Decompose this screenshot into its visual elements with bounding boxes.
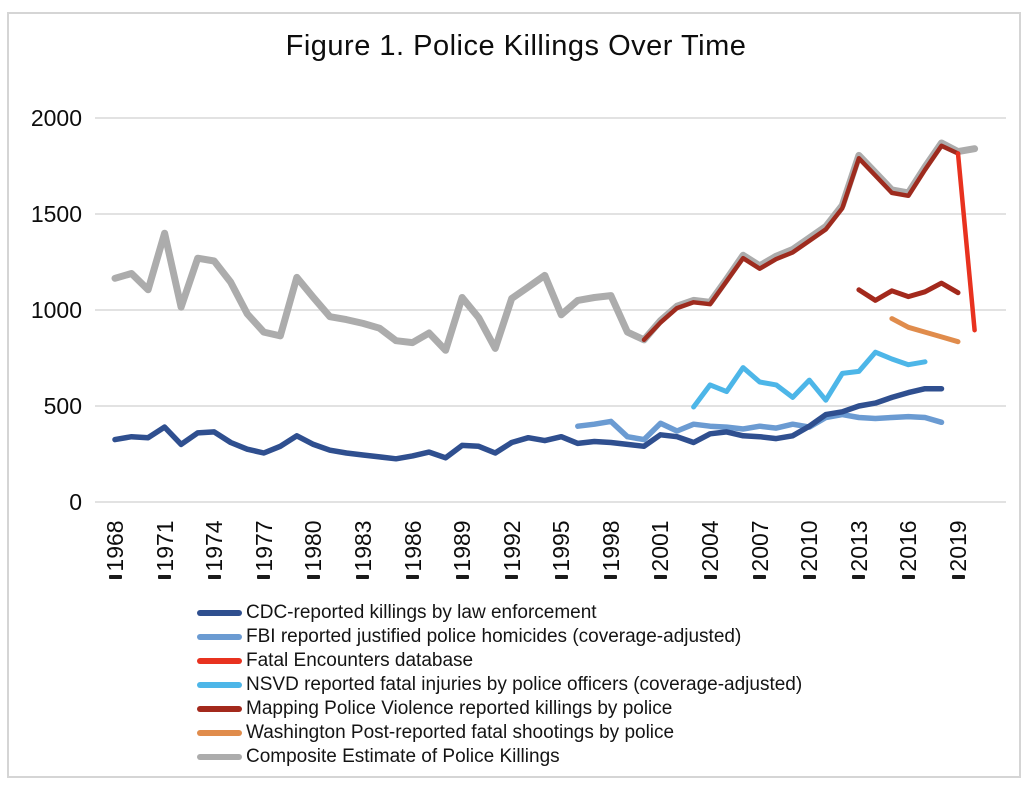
x-axis-tick-mark (703, 575, 717, 579)
legend-label: Washington Post-reported fatal shootings… (246, 722, 675, 743)
series-line-2-main (641, 143, 961, 343)
x-axis-tick-mark (306, 575, 320, 579)
x-axis-tick-label: 1989 (449, 520, 476, 572)
y-axis-tick-label: 1500 (30, 201, 82, 227)
legend-label: NSVD reported fatal injuries by police o… (246, 674, 803, 695)
series-line-1 (575, 411, 945, 443)
x-axis-tick-label: 2019 (945, 520, 972, 572)
legend-item: NSVD reported fatal injuries by police o… (197, 673, 802, 697)
x-axis-tick-mark (951, 575, 965, 579)
legend-swatch (197, 730, 242, 736)
x-axis-tick-mark (158, 575, 172, 579)
series-line-4 (856, 280, 961, 303)
y-axis-tick-label: 500 (43, 393, 82, 419)
x-axis-tick-label: 1974 (201, 520, 228, 572)
legend: CDC-reported killings by law enforcement… (197, 601, 802, 769)
x-axis-tick-label: 1992 (498, 520, 525, 572)
chart-frame (7, 12, 1021, 778)
series-line-6 (111, 139, 979, 354)
legend-item: FBI reported justified police homicides … (197, 625, 802, 649)
legend-swatch (197, 658, 242, 664)
x-axis-tick-label: 2016 (895, 520, 922, 572)
y-axis-tick-label: 0 (69, 489, 82, 515)
x-axis-tick-label: 1968 (102, 520, 128, 572)
series-line-2-tail (955, 151, 977, 333)
x-axis-tick-label: 1998 (597, 520, 624, 572)
x-axis-tick-mark (505, 575, 519, 579)
legend-label: FBI reported justified police homicides … (246, 626, 742, 647)
legend-item: CDC-reported killings by law enforcement (197, 601, 802, 625)
legend-swatch (197, 706, 242, 712)
x-axis-tick-mark (455, 575, 469, 579)
x-axis-tick-label: 1980 (300, 520, 327, 572)
series-line-3 (691, 349, 928, 410)
x-axis-tick-mark (257, 575, 271, 579)
x-axis-tick-mark (753, 575, 767, 579)
legend-item: Composite Estimate of Police Killings (197, 745, 802, 769)
x-axis-tick-label: 2001 (647, 520, 674, 572)
series-line-0 (112, 385, 945, 462)
x-axis-tick-mark (406, 575, 420, 579)
legend-swatch (197, 610, 242, 616)
x-axis-tick-label: 1983 (349, 520, 376, 572)
x-axis-tick-label: 2007 (746, 520, 773, 572)
x-axis-tick-mark (852, 575, 866, 579)
legend-swatch (197, 634, 242, 640)
legend-label: Fatal Encounters database (246, 650, 474, 671)
legend-label: CDC-reported killings by law enforcement (246, 602, 597, 623)
legend-swatch (197, 682, 242, 688)
legend-item: Fatal Encounters database (197, 649, 802, 673)
x-axis-tick-label: 1977 (250, 520, 277, 572)
x-axis-tick-label: 2013 (845, 520, 872, 572)
legend-item: Mapping Police Violence reported killing… (197, 697, 802, 721)
series-line-5 (889, 316, 961, 345)
x-axis-tick-mark (653, 575, 667, 579)
x-axis-tick-mark (554, 575, 568, 579)
x-axis-tick-label: 1971 (151, 520, 178, 572)
chart-title: Figure 1. Police Killings Over Time (285, 30, 747, 62)
x-axis-tick-mark (604, 575, 618, 579)
x-axis-tick-label: 1995 (548, 520, 575, 572)
legend-label: Mapping Police Violence reported killing… (246, 698, 673, 719)
x-axis-tick-label: 2010 (796, 520, 823, 572)
x-axis-tick-mark (108, 575, 122, 579)
legend-item: Washington Post-reported fatal shootings… (197, 721, 802, 745)
x-axis-tick-mark (802, 575, 816, 579)
x-axis-tick-mark (356, 575, 370, 579)
legend-swatch (197, 754, 242, 760)
y-axis-tick-label: 1000 (30, 297, 82, 323)
x-axis-tick-mark (901, 575, 915, 579)
x-axis-tick-label: 1986 (399, 520, 426, 572)
x-axis-tick-mark (207, 575, 221, 579)
x-axis-tick-label: 2004 (697, 520, 724, 572)
legend-label: Composite Estimate of Police Killings (246, 746, 560, 767)
y-axis-tick-label: 2000 (30, 105, 82, 131)
